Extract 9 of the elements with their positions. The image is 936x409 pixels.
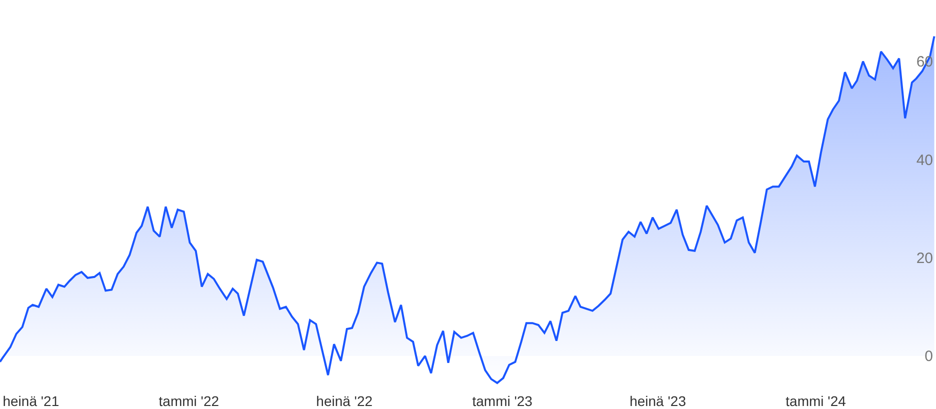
x-tick-label: heinä '23 xyxy=(630,393,686,409)
y-tick-label: 20 xyxy=(916,250,933,268)
y-tick-label: 0 xyxy=(924,348,933,366)
x-tick-label: tammi '22 xyxy=(158,393,220,409)
y-tick-label: 40 xyxy=(916,152,933,169)
x-tick-label: tammi '23 xyxy=(472,393,533,409)
x-tick-label: heinä '22 xyxy=(316,393,373,409)
x-tick-label: tammi '24 xyxy=(786,393,846,409)
x-tick-label: heinä '21 xyxy=(2,393,60,409)
